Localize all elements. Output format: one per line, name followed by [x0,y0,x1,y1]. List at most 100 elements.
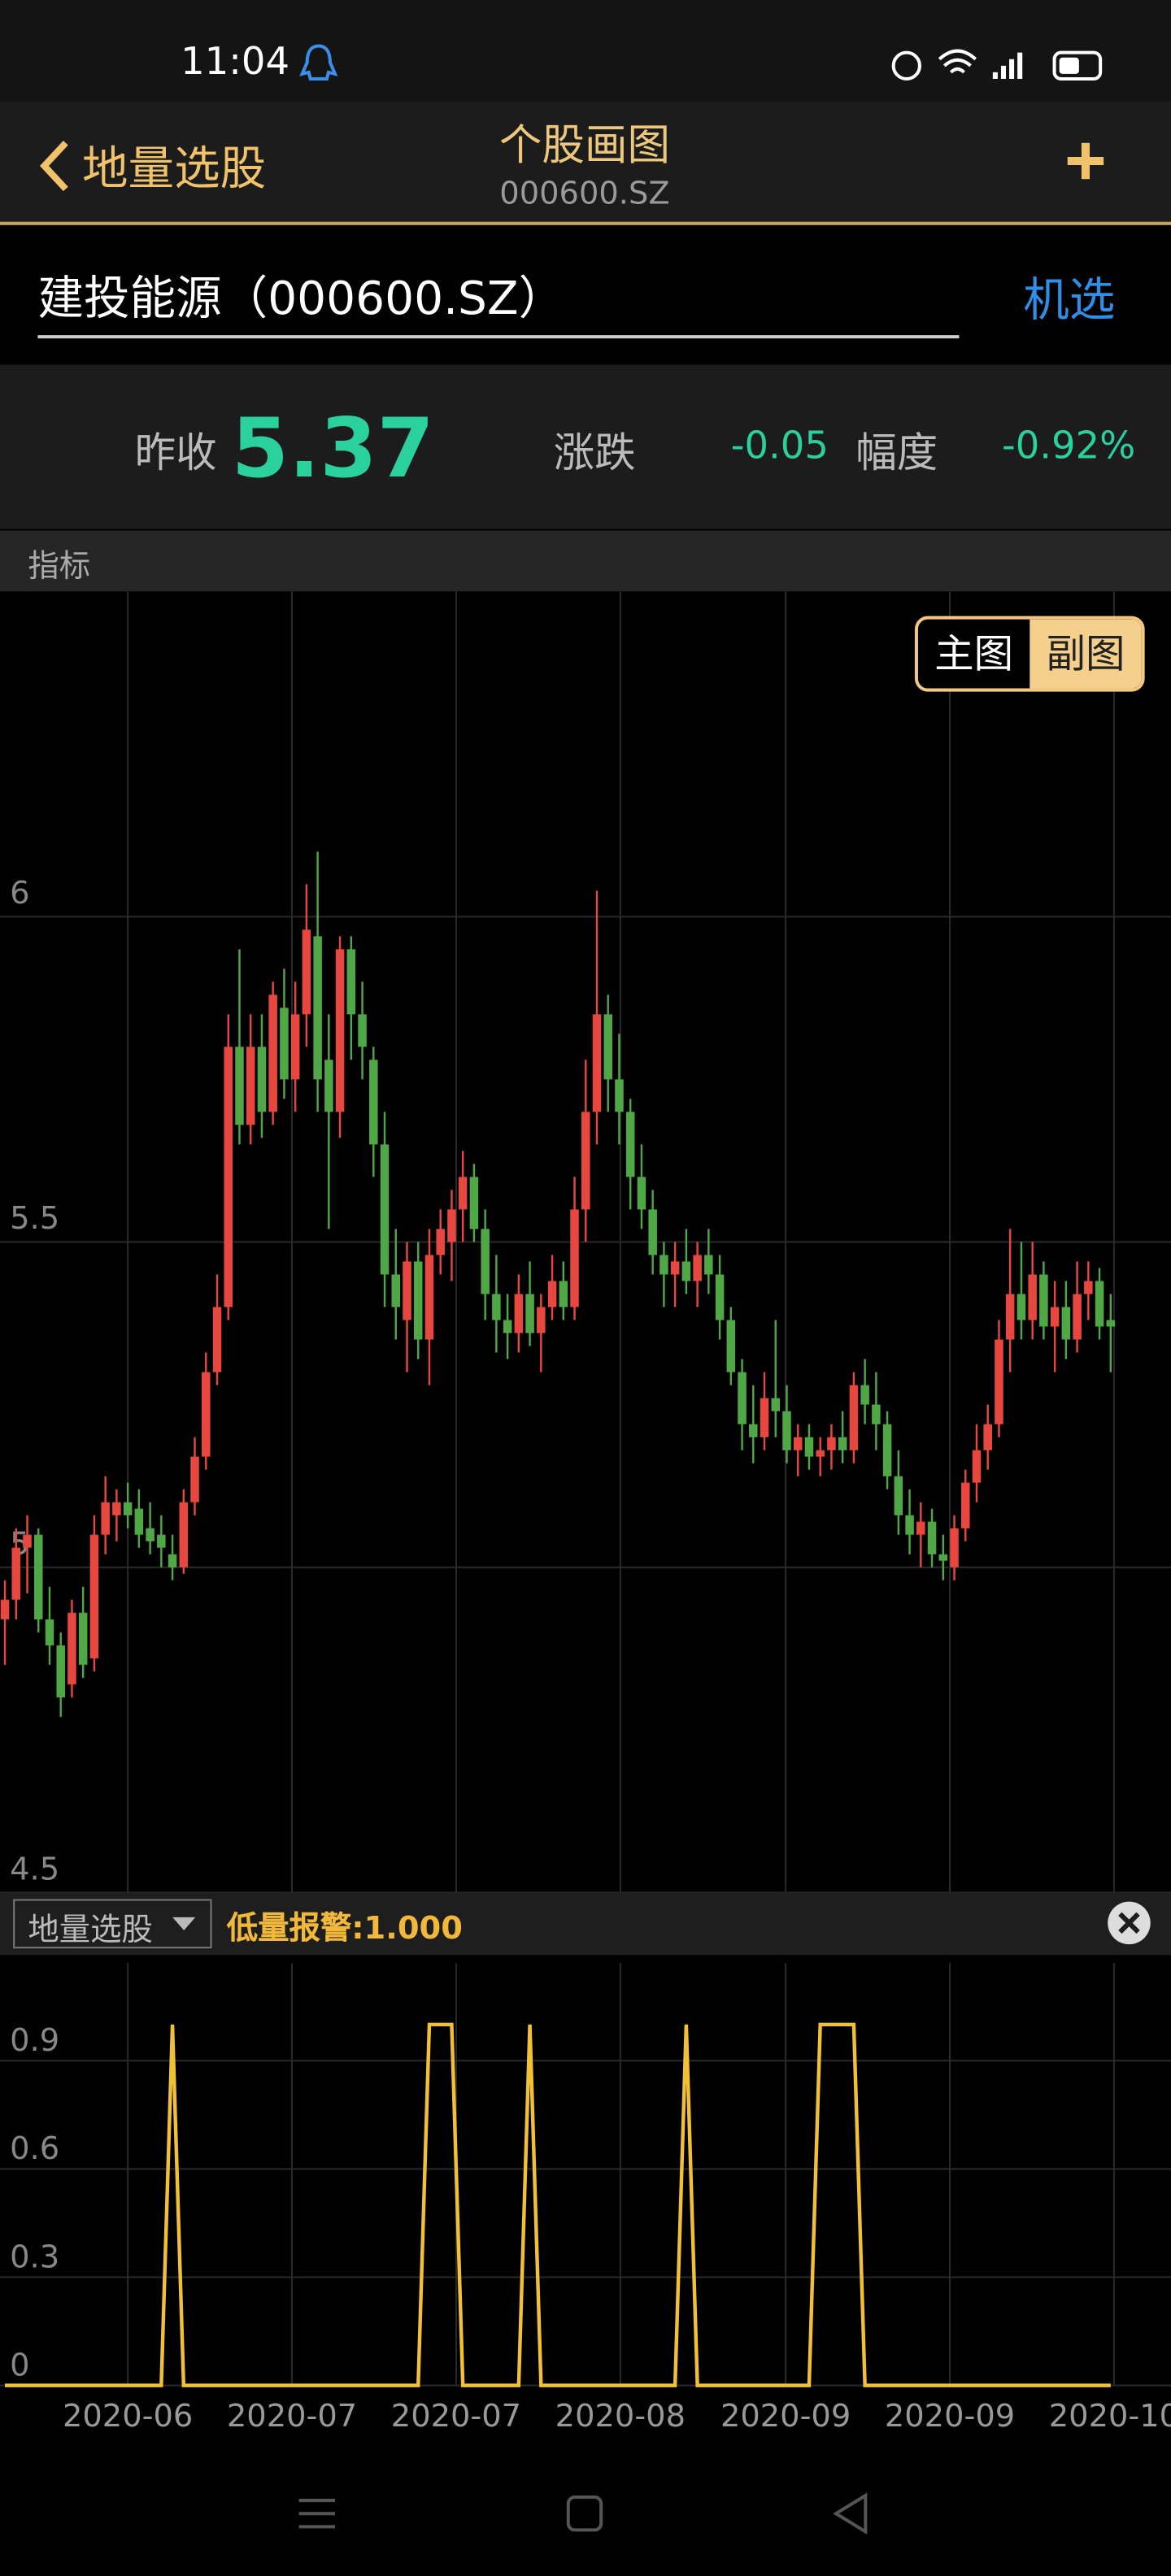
candle-body [1039,1274,1048,1327]
indicator-select[interactable] [13,1899,212,1949]
stock-underline [37,335,960,339]
back-button[interactable]: 地量选股 [81,141,267,196]
candle-body [648,1209,657,1255]
candle-body [738,1372,747,1425]
candle-body [704,1255,713,1275]
candle-body [23,1534,32,1548]
indicator-alert: 低量报警:1.000 [226,1910,463,1947]
candle-body [280,1007,289,1080]
candle-body [503,1320,512,1334]
candle-body [380,1144,390,1275]
candle-body [391,1274,401,1308]
main-tab[interactable]: 主图 [917,619,1030,689]
section-bar [0,530,1171,592]
candle-body [615,1079,624,1112]
candle-body [1106,1320,1116,1327]
candle-body [235,1046,244,1125]
y-tick-label: 6 [10,875,29,912]
candle-body [212,1307,222,1373]
candle-body [302,929,311,1015]
stock-name[interactable]: 建投能源（000600.SZ） [37,271,565,326]
indicator-select-text[interactable]: 地量选股 [28,1912,153,1949]
status-icons [299,44,1103,80]
candle-body [961,1482,970,1529]
qq-icon [299,44,338,80]
candle-body [860,1385,869,1405]
candle-body [693,1255,702,1281]
y-tick-label: 5.5 [10,1200,59,1237]
candle-body [157,1534,166,1548]
candle-body [45,1619,54,1646]
candle-body [670,1261,680,1275]
candle-body [413,1261,423,1340]
pct-label: 幅度 [855,429,938,476]
candle-body [447,1209,456,1242]
candle-body [1050,1307,1060,1327]
close-indicator[interactable] [1107,1901,1151,1946]
chart-tabs: 主图 副图 [914,616,1145,692]
battery-level [1059,57,1079,74]
candle-body [78,1612,88,1665]
candle-body [346,949,356,1015]
y-tick-label: 4.5 [10,1851,59,1887]
y-tick-label: 0 [10,2347,29,2383]
candle-body [179,1502,189,1568]
candle-body [816,1450,825,1457]
candle-body [436,1229,445,1255]
nav-bar [0,102,1171,225]
candle-body [1073,1294,1082,1340]
home-key[interactable] [566,2495,603,2532]
alarm-icon [891,50,921,80]
section-label: 指标 [28,548,91,585]
candle-body [938,1554,948,1561]
candle-body [67,1612,76,1685]
nav-title: 个股画图 [498,121,670,172]
back-key[interactable] [833,2492,868,2535]
dropdown-caret[interactable] [172,1917,196,1930]
candle-body [972,1450,982,1483]
y-tick-label: 0.9 [10,2022,59,2059]
prev-close-label: 昨收 [134,429,217,476]
candle-body [559,1281,568,1308]
candle-body [547,1281,557,1308]
back-arrow[interactable] [36,138,75,194]
candle-body [1005,1294,1015,1340]
wifi-icon [938,49,977,74]
candle-body [403,1261,411,1321]
candle-body [660,1255,668,1275]
candle-body [804,1437,814,1457]
x-tick-label: 2020-10 [1049,2398,1171,2435]
candle-body [134,1508,144,1535]
candle-body [481,1229,490,1295]
pick-button[interactable]: 机选 [1023,272,1116,328]
menu-key[interactable] [298,2499,335,2529]
candle-body [146,1528,155,1542]
status-bar [0,0,1171,102]
candle-body [33,1534,43,1620]
add-button[interactable] [1064,140,1108,183]
candle-body [190,1456,199,1503]
change-value: -0.05 [730,425,829,468]
candle-body [324,1060,333,1112]
change-label: 涨跌 [553,429,636,476]
candle-body [905,1515,914,1535]
candle-body [726,1320,736,1373]
candle-body [603,1014,612,1080]
candle-body [458,1177,468,1210]
quote-row [0,364,1171,529]
sub-tab[interactable]: 副图 [1030,619,1142,689]
x-tick-label: 2020-07 [391,2398,521,2435]
candle-body [849,1385,859,1451]
pct-value: -0.92% [1001,425,1136,468]
candle-body [760,1398,769,1438]
candle-body [1016,1294,1026,1321]
x-tick-label: 2020-08 [555,2398,686,2435]
nav-subtitle: 000600.SZ [499,176,670,212]
prev-close: 5.37 [231,400,434,497]
candle-body [1028,1274,1037,1321]
candle-body [872,1404,881,1425]
candle-body [89,1534,99,1659]
candle-body [168,1554,177,1568]
